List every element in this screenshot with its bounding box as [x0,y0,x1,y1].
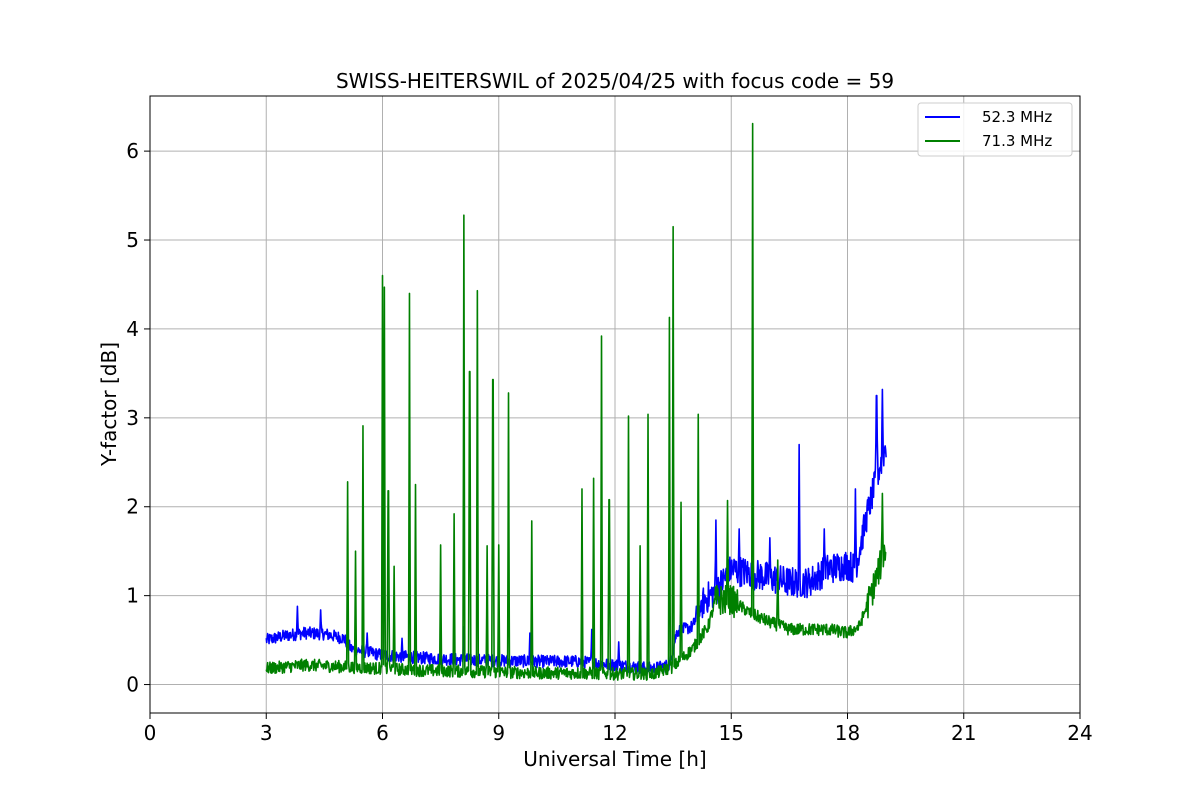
x-tick-label: 9 [492,721,505,745]
plot-area [265,122,887,681]
y-tick-label: 5 [126,228,139,252]
series-line-71mhz [265,122,887,681]
legend-label-71mhz: 71.3 MHz [982,132,1052,150]
y-tick-label: 3 [126,406,139,430]
x-tick-label: 3 [260,721,273,745]
y-tick-label: 4 [126,317,139,341]
x-tick-label: 24 [1067,721,1092,745]
x-tick-label: 15 [719,721,744,745]
x-tick-label: 6 [376,721,389,745]
legend: 52.3 MHz 71.3 MHz [917,102,1073,157]
y-tick-label: 1 [126,584,139,608]
x-tick-label: 12 [602,721,627,745]
grid [149,96,1081,713]
series-line-52mhz [265,388,887,675]
y-tick-label: 0 [126,673,139,697]
legend-label-52mhz: 52.3 MHz [982,108,1052,126]
x-tick-label: 21 [951,721,976,745]
chart-title: SWISS-HEITERSWIL of 2025/04/25 with focu… [336,69,894,93]
y-tick-label: 6 [126,139,139,163]
x-tick-label: 18 [835,721,860,745]
x-tick-label: 0 [144,721,157,745]
y-tick-label: 2 [126,495,139,519]
x-axis-label: Universal Time [h] [523,747,706,771]
y-axis-label: Y-factor [dB] [97,342,121,467]
